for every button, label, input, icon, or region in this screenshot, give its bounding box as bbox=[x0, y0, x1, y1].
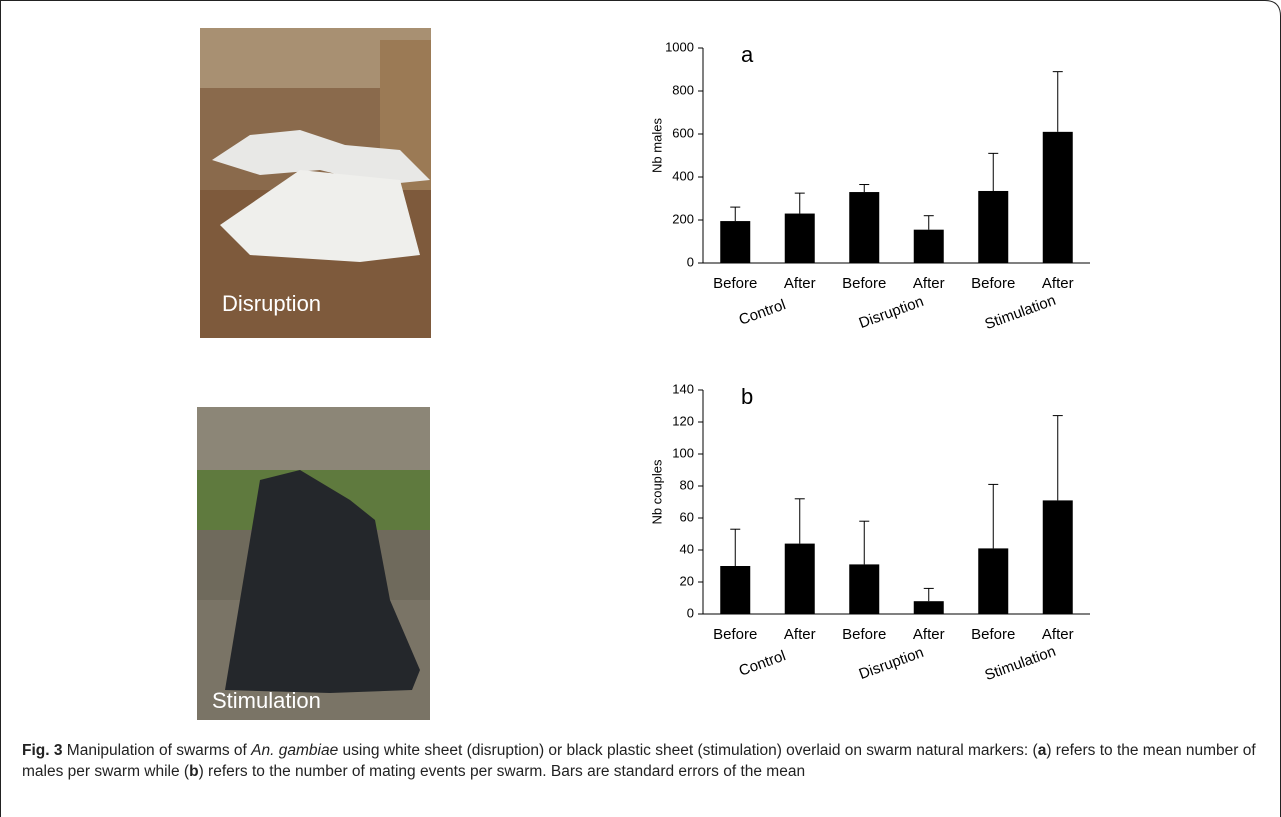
caption-species: An. gambiae bbox=[251, 742, 338, 759]
group-label: Disruption bbox=[857, 644, 926, 683]
bar bbox=[785, 544, 815, 614]
y-tick-label: 40 bbox=[680, 541, 694, 556]
x-tick-label: Before bbox=[971, 626, 1015, 643]
bar bbox=[1043, 132, 1073, 263]
bar bbox=[914, 601, 944, 614]
x-tick-label: Before bbox=[713, 275, 757, 292]
caption-panel: b bbox=[189, 763, 198, 780]
x-tick-label: After bbox=[1042, 275, 1074, 292]
bar bbox=[849, 564, 879, 614]
x-tick-label: Before bbox=[842, 626, 886, 643]
group-label: Disruption bbox=[857, 293, 926, 332]
y-tick-label: 140 bbox=[672, 381, 694, 396]
bar bbox=[978, 191, 1008, 263]
photo-disruption: Disruption bbox=[200, 28, 431, 338]
caption-text: ) refers to the number of mating events … bbox=[199, 763, 806, 780]
x-tick-label: After bbox=[913, 275, 945, 292]
y-tick-label: 20 bbox=[680, 573, 694, 588]
y-tick-label: 100 bbox=[672, 445, 694, 460]
figure: Disruption Stimulation 02004006008001000… bbox=[0, 0, 1281, 817]
x-tick-label: Before bbox=[713, 626, 757, 643]
bar bbox=[1043, 500, 1073, 614]
y-tick-label: 0 bbox=[687, 605, 694, 620]
caption-label: Fig. 3 bbox=[22, 742, 62, 759]
bar bbox=[785, 214, 815, 263]
y-axis-title: Nb males bbox=[649, 118, 664, 173]
y-tick-label: 80 bbox=[680, 477, 694, 492]
x-tick-label: Before bbox=[842, 275, 886, 292]
bar bbox=[849, 192, 879, 263]
y-tick-label: 200 bbox=[672, 211, 694, 226]
y-axis-title: Nb couples bbox=[649, 459, 664, 525]
y-tick-label: 400 bbox=[672, 168, 694, 183]
photo-label: Stimulation bbox=[212, 688, 321, 713]
caption-text: Manipulation of swarms of bbox=[62, 742, 251, 759]
photo-label: Disruption bbox=[222, 291, 321, 316]
bar bbox=[720, 221, 750, 263]
bar bbox=[978, 548, 1008, 614]
group-label: Control bbox=[737, 296, 788, 329]
group-label: Control bbox=[737, 647, 788, 680]
y-tick-label: 1000 bbox=[665, 39, 694, 54]
y-tick-label: 60 bbox=[680, 509, 694, 524]
x-tick-label: After bbox=[1042, 626, 1074, 643]
x-tick-label: Before bbox=[971, 275, 1015, 292]
caption-text: using white sheet (disruption) or black … bbox=[338, 742, 1038, 759]
y-tick-label: 800 bbox=[672, 82, 694, 97]
frame bbox=[1, 1, 1281, 817]
y-tick-label: 600 bbox=[672, 125, 694, 140]
group-label: Stimulation bbox=[983, 292, 1059, 333]
figure-page: Disruption Stimulation 02004006008001000… bbox=[0, 0, 1281, 817]
caption: Fig. 3 Manipulation of swarms of An. gam… bbox=[22, 740, 1262, 782]
x-tick-label: After bbox=[913, 626, 945, 643]
panel-label: a bbox=[741, 42, 754, 67]
y-tick-label: 0 bbox=[687, 254, 694, 269]
group-label: Stimulation bbox=[983, 643, 1059, 684]
y-tick-label: 120 bbox=[672, 413, 694, 428]
x-tick-label: After bbox=[784, 275, 816, 292]
photo-stimulation: Stimulation bbox=[197, 407, 430, 720]
bar bbox=[720, 566, 750, 614]
x-tick-label: After bbox=[784, 626, 816, 643]
panel-label: b bbox=[741, 384, 753, 409]
bar bbox=[914, 230, 944, 263]
